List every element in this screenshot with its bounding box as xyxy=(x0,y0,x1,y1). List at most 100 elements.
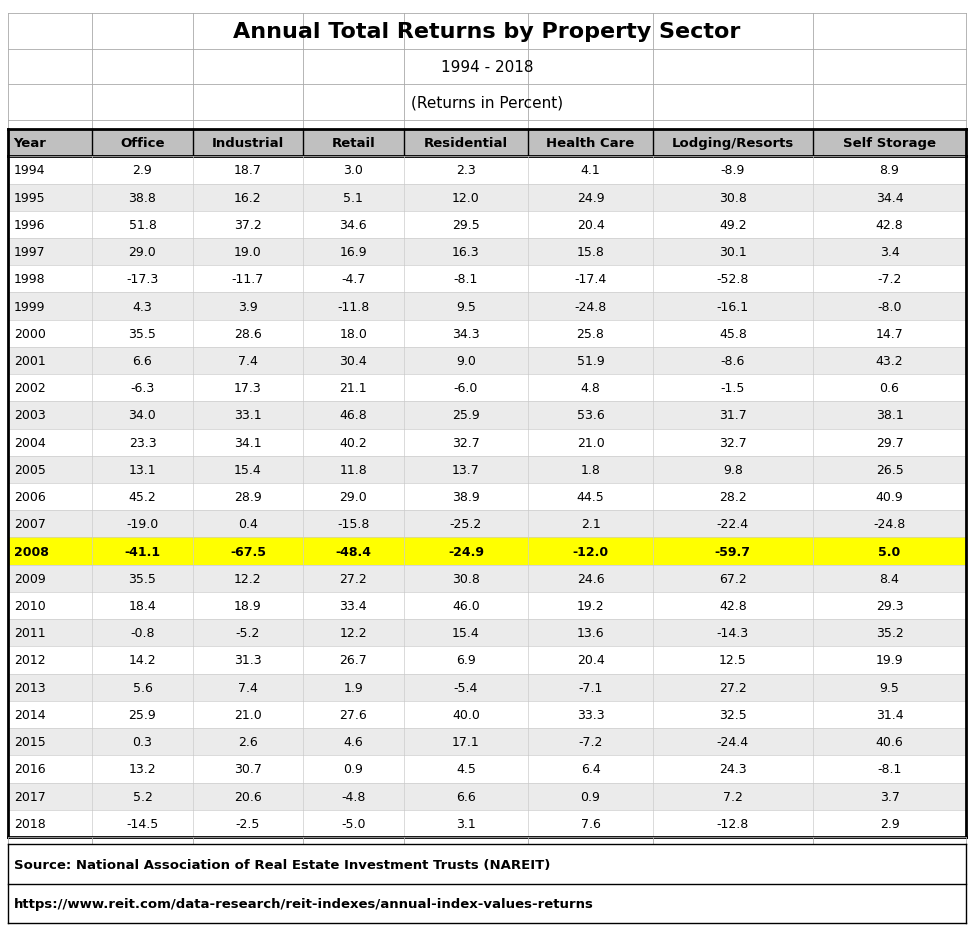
Text: -25.2: -25.2 xyxy=(450,518,482,531)
Text: -14.3: -14.3 xyxy=(717,626,749,639)
Text: 7.2: 7.2 xyxy=(723,790,743,803)
Text: (Returns in Percent): (Returns in Percent) xyxy=(411,96,563,110)
Text: 2.1: 2.1 xyxy=(581,518,600,531)
Text: -19.0: -19.0 xyxy=(127,518,159,531)
Text: 14.2: 14.2 xyxy=(129,654,156,666)
Bar xyxy=(8,157,966,185)
Text: 9.8: 9.8 xyxy=(723,463,743,476)
Text: -24.8: -24.8 xyxy=(575,301,607,313)
Text: 34.3: 34.3 xyxy=(452,328,480,341)
Text: 17.1: 17.1 xyxy=(452,735,480,748)
Text: -14.5: -14.5 xyxy=(127,817,159,830)
Bar xyxy=(8,130,966,157)
Text: 1999: 1999 xyxy=(14,301,45,313)
Text: -52.8: -52.8 xyxy=(717,273,749,286)
Text: 12.2: 12.2 xyxy=(234,573,262,586)
Text: 2016: 2016 xyxy=(14,763,45,776)
Text: 1994 - 2018: 1994 - 2018 xyxy=(441,59,533,75)
Text: https://www.reit.com/data-research/reit-indexes/annual-index-values-returns: https://www.reit.com/data-research/reit-… xyxy=(14,897,593,910)
Text: 16.3: 16.3 xyxy=(452,246,480,259)
Text: 32.7: 32.7 xyxy=(719,436,747,449)
Text: 5.2: 5.2 xyxy=(132,790,152,803)
Text: 2011: 2011 xyxy=(14,626,45,639)
Text: -8.0: -8.0 xyxy=(878,301,902,313)
Text: 21.0: 21.0 xyxy=(577,436,605,449)
Text: 17.3: 17.3 xyxy=(234,381,262,394)
Text: -11.7: -11.7 xyxy=(232,273,264,286)
Text: -5.2: -5.2 xyxy=(236,626,260,639)
Text: 33.3: 33.3 xyxy=(577,708,604,721)
Bar xyxy=(8,755,966,782)
Text: 12.5: 12.5 xyxy=(719,654,747,666)
Bar xyxy=(8,837,966,844)
Text: 2002: 2002 xyxy=(14,381,46,394)
Text: Industrial: Industrial xyxy=(211,137,284,150)
Text: Office: Office xyxy=(120,137,165,150)
Text: 37.2: 37.2 xyxy=(234,219,262,232)
Bar xyxy=(8,728,966,755)
Text: 2000: 2000 xyxy=(14,328,46,341)
Text: 38.8: 38.8 xyxy=(129,191,157,204)
Text: 44.5: 44.5 xyxy=(577,491,605,504)
Text: 21.0: 21.0 xyxy=(234,708,262,721)
Text: Self Storage: Self Storage xyxy=(843,137,936,150)
Text: 13.2: 13.2 xyxy=(129,763,156,776)
Text: -8.9: -8.9 xyxy=(721,164,745,177)
Text: -8.1: -8.1 xyxy=(454,273,478,286)
Text: -2.5: -2.5 xyxy=(236,817,260,830)
Text: 2003: 2003 xyxy=(14,409,46,422)
Text: 8.4: 8.4 xyxy=(880,573,899,586)
Text: 42.8: 42.8 xyxy=(719,599,747,612)
Text: Health Care: Health Care xyxy=(546,137,635,150)
Text: 13.6: 13.6 xyxy=(577,626,604,639)
Text: 40.6: 40.6 xyxy=(876,735,904,748)
Text: 30.7: 30.7 xyxy=(234,763,262,776)
Text: 0.4: 0.4 xyxy=(238,518,258,531)
Text: 42.8: 42.8 xyxy=(876,219,904,232)
Text: 18.4: 18.4 xyxy=(129,599,156,612)
Text: 29.0: 29.0 xyxy=(129,246,156,259)
Text: 3.0: 3.0 xyxy=(344,164,363,177)
Text: -0.8: -0.8 xyxy=(131,626,155,639)
Bar xyxy=(8,14,966,121)
Text: Annual Total Returns by Property Sector: Annual Total Returns by Property Sector xyxy=(234,21,740,42)
Bar xyxy=(8,185,966,212)
Text: 29.5: 29.5 xyxy=(452,219,480,232)
Text: 6.6: 6.6 xyxy=(132,354,152,367)
Text: 30.8: 30.8 xyxy=(452,573,480,586)
Text: -6.3: -6.3 xyxy=(131,381,155,394)
Bar xyxy=(8,457,966,483)
Text: 43.2: 43.2 xyxy=(876,354,903,367)
Text: 18.7: 18.7 xyxy=(234,164,262,177)
Text: 2001: 2001 xyxy=(14,354,46,367)
Text: 2.3: 2.3 xyxy=(456,164,475,177)
Bar xyxy=(8,674,966,701)
Text: 5.1: 5.1 xyxy=(344,191,363,204)
Text: 3.7: 3.7 xyxy=(880,790,899,803)
Text: 67.2: 67.2 xyxy=(719,573,747,586)
Text: 19.0: 19.0 xyxy=(234,246,262,259)
Text: 24.9: 24.9 xyxy=(577,191,604,204)
Bar xyxy=(8,238,966,266)
Text: 16.9: 16.9 xyxy=(340,246,367,259)
Text: 1995: 1995 xyxy=(14,191,45,204)
Bar xyxy=(8,347,966,375)
Text: -16.1: -16.1 xyxy=(717,301,749,313)
Text: 3.4: 3.4 xyxy=(880,246,899,259)
Text: 8.9: 8.9 xyxy=(880,164,899,177)
Text: 20.4: 20.4 xyxy=(577,654,605,666)
Text: 0.6: 0.6 xyxy=(880,381,899,394)
Bar xyxy=(8,483,966,510)
Text: 12.2: 12.2 xyxy=(340,626,367,639)
Text: 13.1: 13.1 xyxy=(129,463,156,476)
Text: 24.3: 24.3 xyxy=(719,763,747,776)
Bar xyxy=(8,293,966,320)
Text: 5.0: 5.0 xyxy=(879,545,901,558)
Bar xyxy=(8,592,966,620)
Text: 35.5: 35.5 xyxy=(129,328,157,341)
Text: 1996: 1996 xyxy=(14,219,45,232)
Text: Source: National Association of Real Estate Investment Trusts (NAREIT): Source: National Association of Real Est… xyxy=(14,857,550,870)
Text: -1.5: -1.5 xyxy=(721,381,745,394)
Bar xyxy=(8,565,966,592)
Text: -7.2: -7.2 xyxy=(878,273,902,286)
